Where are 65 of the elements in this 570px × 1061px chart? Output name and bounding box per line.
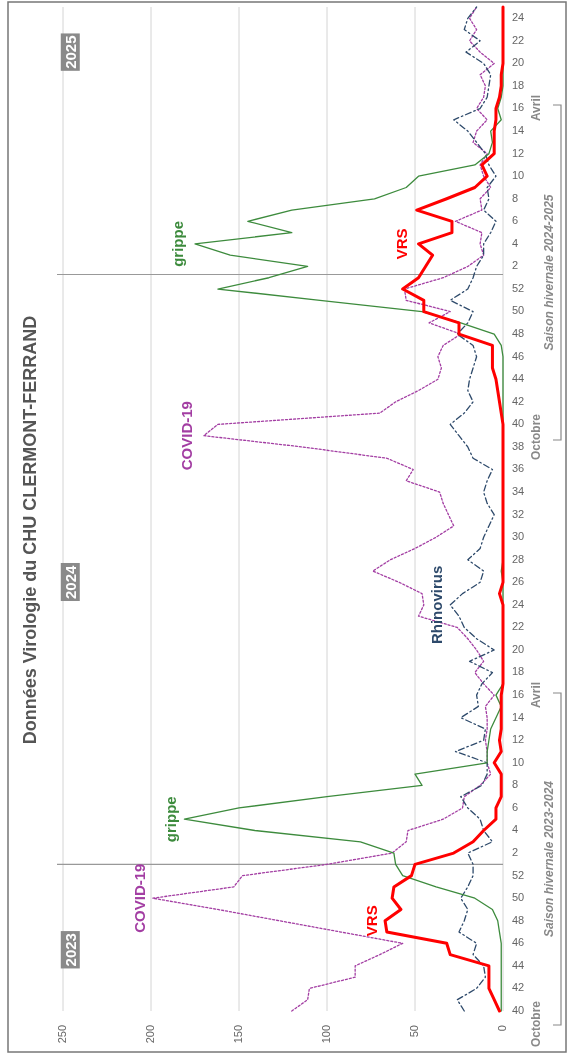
y-tick-label: 20 — [512, 56, 525, 69]
x-tick-label: 250 — [55, 1025, 68, 1044]
y-tick-label: 28 — [512, 552, 525, 565]
text: Saison hivernale 2023-2024 — [542, 780, 556, 938]
y-tick-label: 8 — [512, 778, 519, 791]
y-tick-label: 48 — [512, 913, 525, 926]
y-tick-label: 50 — [512, 891, 525, 904]
text: COVID-19 — [130, 863, 148, 933]
y-tick-label: 34 — [512, 484, 525, 497]
y-tick-label: 30 — [512, 530, 525, 543]
y-tick-label: 22 — [512, 33, 525, 46]
y-tick-label: 50 — [512, 304, 525, 317]
y-tick-label: 16 — [512, 101, 525, 114]
y-tick-label: 4 — [512, 236, 519, 249]
y-tick-label: 6 — [512, 214, 519, 227]
annotation: COVID-19 — [178, 401, 196, 471]
y-tick-label: 14 — [512, 710, 525, 723]
text: grippe — [162, 796, 180, 843]
y-tick-label: 6 — [512, 800, 519, 813]
y-tick-label: 40 — [512, 1003, 525, 1016]
y-tick-label: 24 — [512, 597, 525, 610]
y-tick-label: 12 — [512, 146, 525, 159]
text: Données Virologie du CHU CLERMONT-FERRAND — [20, 315, 40, 745]
annotation: grippe — [169, 220, 187, 267]
y-tick-label: 52 — [512, 868, 525, 881]
y-tick-label: 20 — [512, 642, 525, 655]
x-tick-label: 150 — [231, 1025, 244, 1044]
y-tick-label: 52 — [512, 281, 525, 294]
y-tick-label: 10 — [512, 755, 525, 768]
y-tick-label: 8 — [512, 191, 519, 204]
y-tick-label: 48 — [512, 327, 525, 340]
text: Avril — [529, 681, 543, 709]
y-tick-label: 24 — [512, 11, 525, 24]
x-tick-label: 100 — [319, 1025, 332, 1044]
x-tick-label: 200 — [143, 1025, 156, 1044]
annotation: VRS — [393, 228, 410, 260]
text: Avril — [529, 94, 543, 122]
x-tick-label: 0 — [495, 1025, 508, 1032]
y-tick-label: 10 — [512, 169, 525, 182]
y-tick-label: 22 — [512, 620, 525, 633]
y-tick-label: 16 — [512, 688, 525, 701]
y-tick-label: 18 — [512, 78, 525, 91]
y-tick-label: 18 — [512, 665, 525, 678]
y-tick-label: 46 — [512, 936, 525, 949]
text: Octobre — [529, 1000, 543, 1048]
y-tick-label: 38 — [512, 439, 525, 452]
y-tick-label: 26 — [512, 575, 525, 588]
y-tick-label: 14 — [512, 124, 525, 136]
text: VRS — [363, 905, 381, 937]
y-tick-label: 4 — [512, 823, 519, 836]
y-tick-label: 2 — [512, 845, 519, 858]
y-tick-label: 40 — [512, 417, 525, 430]
text: Saison hivernale 2024-2025 — [542, 194, 556, 351]
y-tick-label: 42 — [512, 981, 525, 994]
text: Rhinovirus — [428, 565, 446, 645]
text: Octobre — [529, 413, 543, 461]
y-tick-label: 46 — [512, 349, 525, 362]
y-tick-label: 36 — [512, 462, 525, 475]
y-tick-label: 32 — [512, 507, 525, 520]
y-tick-label: 44 — [512, 372, 525, 385]
y-tick-label: 44 — [512, 958, 525, 971]
y-tick-label: 42 — [512, 394, 525, 407]
y-tick-label: 2 — [512, 259, 519, 272]
x-tick-label: 50 — [407, 1025, 420, 1038]
y-tick-label: 12 — [512, 733, 525, 746]
